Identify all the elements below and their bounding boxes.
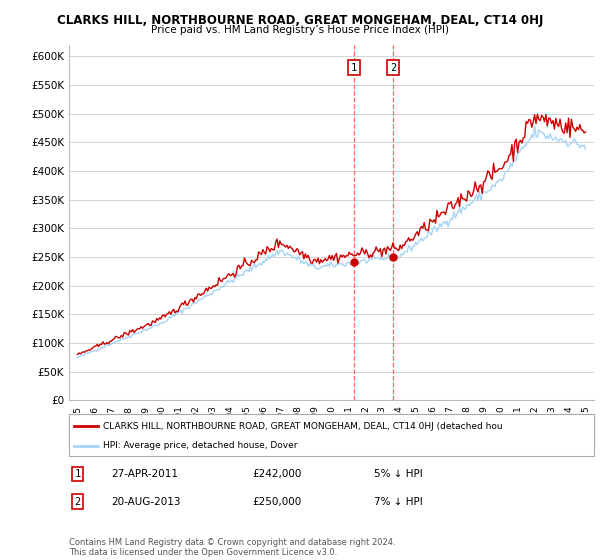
Text: 1: 1 [351, 63, 357, 73]
Text: Price paid vs. HM Land Registry’s House Price Index (HPI): Price paid vs. HM Land Registry’s House … [151, 25, 449, 35]
Text: £242,000: £242,000 [253, 469, 302, 479]
Text: 2: 2 [74, 497, 80, 507]
Text: Contains HM Land Registry data © Crown copyright and database right 2024.
This d: Contains HM Land Registry data © Crown c… [69, 538, 395, 557]
Text: CLARKS HILL, NORTHBOURNE ROAD, GREAT MONGEHAM, DEAL, CT14 0HJ (detached hou: CLARKS HILL, NORTHBOURNE ROAD, GREAT MON… [103, 422, 503, 431]
Text: £250,000: £250,000 [253, 497, 302, 507]
Text: 2: 2 [390, 63, 396, 73]
Text: HPI: Average price, detached house, Dover: HPI: Average price, detached house, Dove… [103, 441, 298, 450]
Text: 20-AUG-2013: 20-AUG-2013 [111, 497, 181, 507]
Text: CLARKS HILL, NORTHBOURNE ROAD, GREAT MONGEHAM, DEAL, CT14 0HJ: CLARKS HILL, NORTHBOURNE ROAD, GREAT MON… [57, 14, 543, 27]
Text: 27-APR-2011: 27-APR-2011 [111, 469, 178, 479]
Text: 5% ↓ HPI: 5% ↓ HPI [373, 469, 422, 479]
Text: 7% ↓ HPI: 7% ↓ HPI [373, 497, 422, 507]
Text: 1: 1 [74, 469, 80, 479]
